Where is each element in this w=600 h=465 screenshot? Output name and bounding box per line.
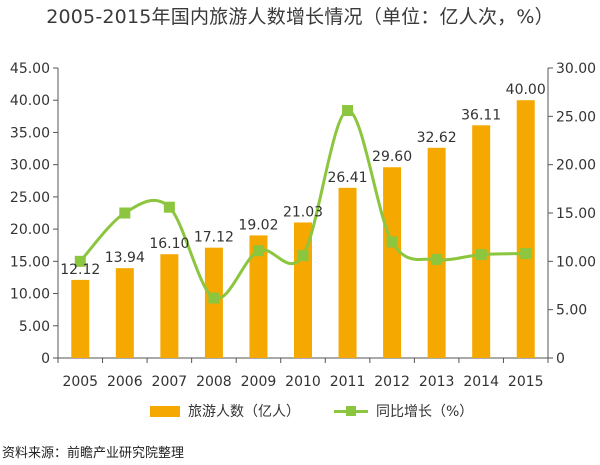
- legend-item-line: 同比增长（%）: [334, 402, 473, 420]
- bar: [71, 279, 90, 358]
- legend-label-line: 同比增长（%）: [376, 404, 474, 420]
- bar: [160, 254, 179, 358]
- bar: [516, 100, 535, 358]
- bar: [383, 167, 402, 358]
- legend-label-bars: 旅游人数（亿人）: [188, 404, 300, 420]
- y-left-tick-label: 45.00: [10, 61, 50, 77]
- line-point: [520, 248, 532, 260]
- bar-value-label: 16.10: [149, 236, 189, 252]
- x-tick-label: 2006: [107, 374, 143, 390]
- bar-value-label: 40.00: [506, 82, 546, 98]
- line-point: [163, 201, 175, 213]
- x-tick-label: 2005: [62, 374, 98, 390]
- y-right-tick-label: 15.00: [556, 206, 596, 222]
- bar: [115, 268, 134, 358]
- y-left-tick-label: 0: [41, 351, 50, 367]
- y-left-tick-label: 10.00: [10, 287, 50, 303]
- y-left-tick-label: 40.00: [10, 93, 50, 109]
- x-tick-label: 2013: [419, 374, 455, 390]
- y-left-tick-label: 35.00: [10, 125, 50, 141]
- bar: [427, 147, 446, 358]
- legend-bar-swatch: [150, 405, 180, 417]
- line-point: [74, 255, 86, 267]
- line-point: [475, 249, 487, 261]
- y-left-tick-label: 20.00: [10, 222, 50, 238]
- bar-value-label: 36.11: [461, 107, 501, 123]
- x-tick-label: 2012: [374, 374, 410, 390]
- line-point: [119, 207, 131, 219]
- bar-value-label: 32.62: [417, 130, 457, 146]
- y-left-tick-label: 5.00: [19, 319, 50, 335]
- line-point: [208, 292, 220, 304]
- y-right-tick-label: 25.00: [556, 109, 596, 125]
- legend-item-bars: 旅游人数（亿人）: [150, 402, 300, 420]
- y-right-tick-label: 30.00: [556, 61, 596, 77]
- line-point: [386, 236, 398, 248]
- bar: [249, 235, 268, 358]
- bar-value-label: 21.03: [283, 204, 323, 220]
- bar-value-label: 29.60: [372, 149, 412, 165]
- line-point: [252, 245, 264, 257]
- x-tick-label: 2014: [463, 374, 499, 390]
- y-left-tick-label: 15.00: [10, 254, 50, 270]
- x-tick-label: 2007: [152, 374, 188, 390]
- legend-line-swatch: [334, 404, 368, 418]
- x-tick-label: 2010: [285, 374, 321, 390]
- bar-value-label: 17.12: [194, 230, 234, 246]
- x-tick-label: 2015: [508, 374, 544, 390]
- x-tick-label: 2011: [330, 374, 366, 390]
- bar-value-label: 12.12: [60, 262, 100, 278]
- bar-value-label: 13.94: [105, 250, 145, 266]
- y-left-tick-label: 25.00: [10, 190, 50, 206]
- bar-value-label: 26.41: [327, 170, 367, 186]
- line-point: [431, 253, 443, 265]
- bar-value-label: 19.02: [238, 217, 278, 233]
- y-right-tick-label: 0: [556, 351, 565, 367]
- y-left-tick-label: 30.00: [10, 158, 50, 174]
- chart-title: 2005-2015年国内旅游人数增长情况（单位：亿人次，%）: [46, 6, 554, 28]
- y-right-tick-label: 20.00: [556, 158, 596, 174]
- y-right-tick-label: 5.00: [556, 303, 587, 319]
- x-tick-label: 2008: [196, 374, 232, 390]
- line-point: [342, 105, 354, 117]
- y-right-tick-label: 10.00: [556, 254, 596, 270]
- source-note: 资料来源：前瞻产业研究院整理: [2, 446, 185, 461]
- bar: [338, 187, 357, 358]
- bar: [472, 125, 491, 359]
- line-point: [297, 250, 309, 262]
- x-tick-label: 2009: [241, 374, 277, 390]
